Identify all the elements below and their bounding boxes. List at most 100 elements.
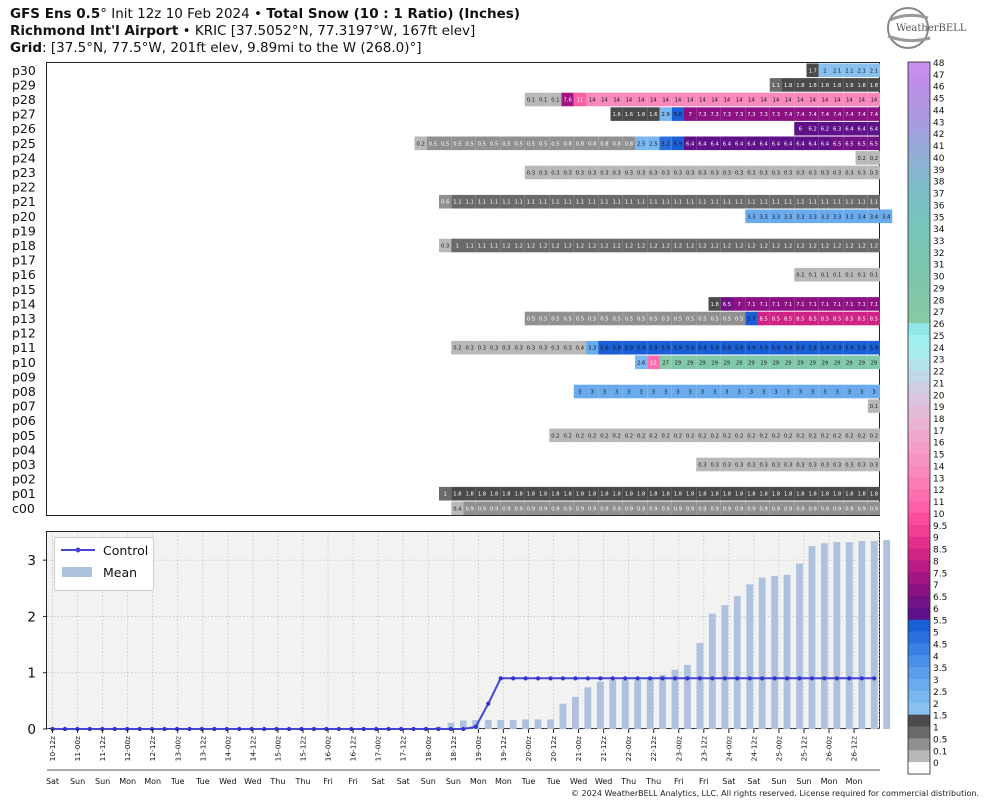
colorbar-swatch [908, 738, 930, 751]
heatmap-cell-label: 14 [699, 98, 706, 104]
heatmap-cell-label: 3 [737, 390, 740, 396]
heatmap-cell [475, 501, 488, 516]
colorbar-label: 11 [933, 498, 944, 508]
heatmap-cell-label: 0.5 [576, 317, 584, 323]
heatmap-cell [598, 238, 611, 253]
heatmap-cell-label: 3.3 [772, 214, 780, 220]
heatmap-cell [806, 63, 819, 78]
heatmap-cell-label: 3 [652, 390, 655, 396]
day-label: Tue [195, 777, 210, 786]
colorbar-label: 45 [933, 95, 944, 105]
day-label: Mon [144, 777, 161, 786]
heatmap-cell-label: 0.5 [478, 141, 486, 147]
heatmap-cell-label: 0.3 [845, 463, 853, 469]
heatmap-cell [794, 340, 807, 355]
heatmap-cell [843, 428, 856, 443]
heatmap-cell [659, 486, 672, 501]
colorbar-swatch [908, 228, 930, 241]
x-tick-label: 11-00z [73, 736, 82, 761]
control-point [573, 676, 578, 681]
x-tick-label: 10-12z [48, 736, 57, 761]
heatmap-cell-label: 29 [675, 360, 682, 366]
heatmap-cell [671, 384, 684, 399]
heatmap-cell-label: 5.9 [649, 346, 657, 352]
heatmap-cell [696, 340, 709, 355]
heatmap-cell [782, 486, 795, 501]
day-label: Sat [46, 777, 59, 786]
mean-bar [746, 584, 754, 729]
heatmap-cell-label: 0.3 [613, 171, 621, 177]
heatmap-cell [524, 92, 537, 107]
heatmap-cell-label: 1.2 [809, 244, 817, 250]
heatmap-cell [843, 238, 856, 253]
heatmap-cell [733, 92, 746, 107]
heatmap-cell-label: 0.9 [551, 506, 559, 512]
heatmap-cell-label: 1.1 [600, 200, 608, 206]
heatmap-cell-label: 3 [725, 390, 728, 396]
heatmap-cell [733, 355, 746, 370]
heatmap-cell [635, 165, 648, 180]
heatmap-cell [757, 355, 770, 370]
heatmap-cell [573, 311, 586, 326]
heatmap-cell [598, 92, 611, 107]
heatmap-cell-label: 0.5 [429, 141, 437, 147]
heatmap-cell-label: 3.3 [760, 214, 768, 220]
heatmap-cell [782, 311, 795, 326]
heatmap-cell-label: 8.5 [845, 317, 853, 323]
heatmap-cell [659, 165, 672, 180]
heatmap-cell [757, 340, 770, 355]
colorbar-swatch [908, 607, 930, 621]
heatmap-cell-label: 0.2 [453, 346, 461, 352]
heatmap-cell-label: 0.3 [809, 463, 817, 469]
heatmap-cell [671, 165, 684, 180]
heatmap-cell [635, 428, 648, 443]
heatmap-cell-label: 0.5 [564, 317, 572, 323]
heatmap-cell-label: 1.2 [649, 244, 657, 250]
heatmap-cell [806, 340, 819, 355]
heatmap-cell [512, 340, 525, 355]
heatmap-cell-label: 1.8 [858, 492, 866, 498]
colorbar-swatch [908, 501, 930, 514]
colorbar-label: 35 [933, 213, 944, 223]
colorbar-swatch [908, 382, 930, 395]
day-label: Fri [348, 777, 358, 786]
heatmap-cell [843, 209, 856, 224]
heatmap-cell [843, 107, 856, 121]
colorbar-swatch [908, 465, 930, 478]
heatmap-cell [500, 501, 513, 516]
heatmap-cell [451, 194, 464, 209]
control-point [374, 726, 379, 732]
heatmap-cell [782, 501, 795, 516]
heatmap-cell [831, 63, 844, 78]
day-label: Tue [546, 777, 561, 786]
heatmap-cell-label: 0.9 [588, 506, 596, 512]
control-point [685, 676, 690, 681]
heatmap-cell-label: 14 [601, 98, 608, 104]
heatmap-cell [806, 384, 819, 399]
heatmap-cell [867, 92, 880, 107]
heatmap-cell-label: 0.8 [576, 141, 584, 147]
heatmap-cell-label: 1.1 [466, 244, 474, 250]
mean-bar [845, 542, 853, 729]
heatmap-cell [708, 501, 721, 516]
colorbar-label: 28 [933, 296, 945, 306]
heatmap-cell [831, 107, 844, 121]
heatmap-cell [818, 340, 831, 355]
heatmap-cell-label: 0.5 [515, 141, 523, 147]
heatmap-cell-label: 0.9 [784, 506, 792, 512]
heatmap-cell [635, 136, 648, 151]
heatmap-cell [843, 355, 856, 370]
colorbar-label: 36 [933, 201, 945, 211]
heatmap-cell [806, 92, 819, 107]
heatmap-cell [843, 92, 856, 107]
heatmap-cell [769, 209, 782, 224]
heatmap-cell [818, 428, 831, 443]
mean-bar [559, 703, 567, 729]
heatmap-cell [684, 486, 697, 501]
heatmap-cell-label: 0.3 [478, 346, 486, 352]
heatmap-cell-label: 0.3 [466, 346, 474, 352]
heatmap-cell-label: 8.5 [796, 317, 804, 323]
heatmap-cell-label: 1.1 [662, 200, 670, 206]
heatmap-cell-label: 0.3 [698, 463, 706, 469]
heatmap-cell-label: 1.1 [760, 200, 768, 206]
